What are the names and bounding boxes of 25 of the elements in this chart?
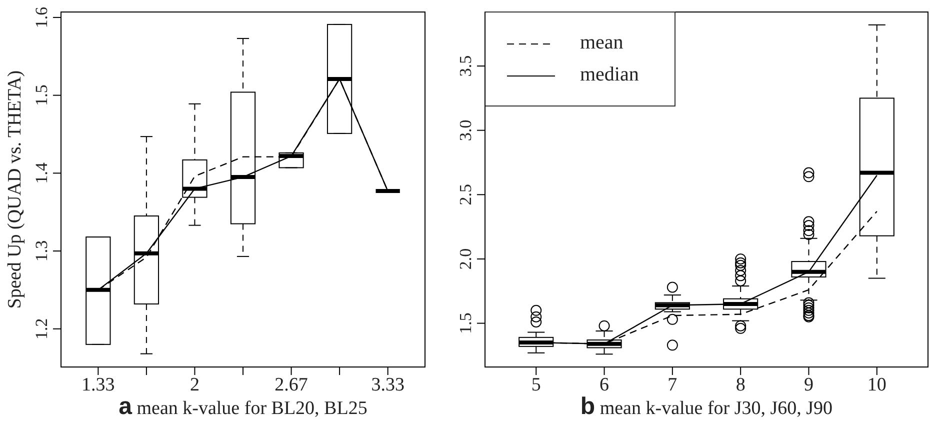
x-tick-label: 7 <box>668 374 678 396</box>
x-tick-label: 5 <box>531 374 541 396</box>
x-tick-label: 6 <box>600 374 610 396</box>
y-tick-label: 2.5 <box>456 184 475 206</box>
y-tick-label: 1.3 <box>32 240 51 262</box>
x-tick-label: 10 <box>867 374 886 396</box>
y-tick-label: 1.5 <box>456 312 475 334</box>
y-tick-label: 1.6 <box>32 6 51 28</box>
x-tick-label: 3.33 <box>371 374 404 396</box>
y-axis-title: Speed Up (QUAD vs. THETA) <box>4 70 26 309</box>
x-tick-label: 1.33 <box>82 374 115 396</box>
x-axis-title: a mean k-value for BL20, BL25 <box>118 393 368 420</box>
legend-label: median <box>580 64 639 86</box>
y-tick-label: 1.4 <box>32 162 51 184</box>
y-tick-label: 3.5 <box>456 55 475 77</box>
x-tick-label: 2.67 <box>274 374 308 396</box>
y-tick-label: 1.2 <box>32 318 51 340</box>
y-tick-label: 1.5 <box>32 84 51 106</box>
y-tick-label: 2.0 <box>456 248 475 270</box>
x-axis-title: b mean k-value for J30, J60, J90 <box>580 393 833 420</box>
y-tick-label: 3.0 <box>456 120 475 141</box>
x-tick-label: 2 <box>190 374 200 396</box>
legend-label: mean <box>580 32 624 54</box>
x-tick-label: 9 <box>804 374 814 396</box>
x-tick-label: 8 <box>736 374 746 396</box>
